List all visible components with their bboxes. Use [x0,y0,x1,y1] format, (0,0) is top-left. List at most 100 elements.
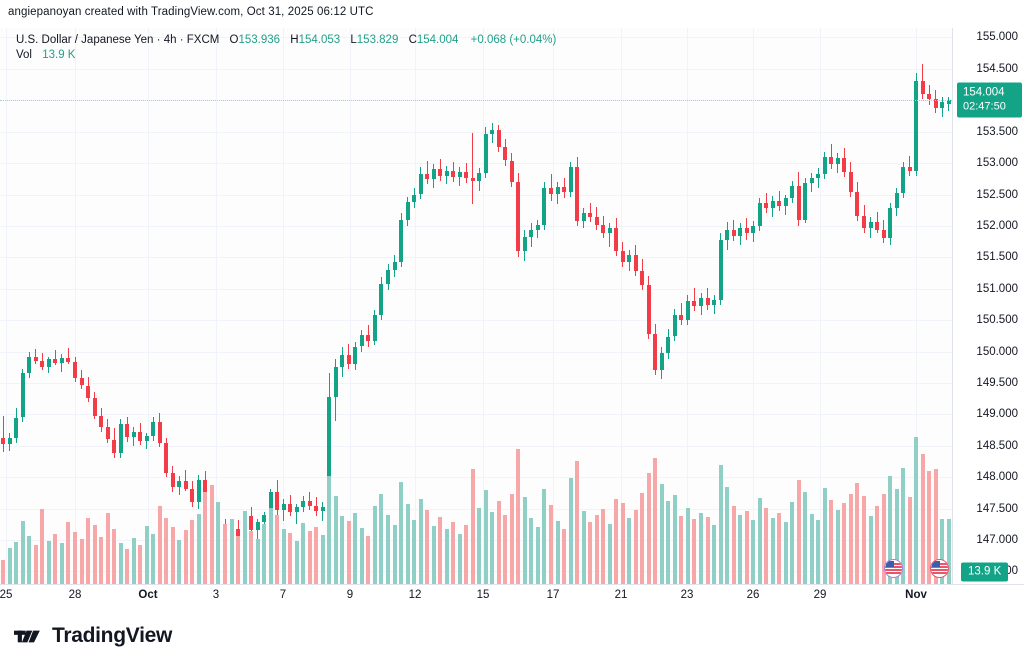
candle-body [698,297,703,307]
volume-bar [144,525,149,584]
legend-separator-2: · [179,34,184,46]
volume-bar [940,519,945,584]
volume-bar [372,506,377,584]
price-axis-tick: 149.500 [976,377,1018,389]
horizontal-gridline [0,68,952,70]
volume-bar [764,508,769,584]
candle-body [835,158,840,165]
candle-body [320,507,325,512]
volume-bar [738,514,743,584]
candle-body [333,366,338,397]
volume-bar [177,540,182,584]
vertical-gridline [753,28,754,584]
candle-body [281,503,286,510]
candle-body [7,438,12,445]
time-axis-tick: 25 [0,589,13,601]
volume-bar [203,492,208,584]
volume-bar [268,507,273,584]
candle-body [144,435,149,441]
tradingview-logo[interactable]: TradingView [14,624,172,648]
volume-bar [73,531,77,584]
volume-bar [320,534,325,584]
candle-body [301,501,306,508]
volume-bar [131,538,136,584]
candle-body [829,156,834,165]
candle-body [496,130,501,147]
candle-body [607,228,612,234]
candle-wick [146,433,148,450]
volume-bar [946,519,951,584]
volume-bar [59,543,64,584]
volume-bar [803,491,808,584]
candle-body [757,203,762,226]
candle-wick [61,354,63,372]
volume-bar [698,513,703,584]
legend-low-label: L [350,34,357,46]
time-axis-tick: 3 [212,589,220,601]
candle-wick [609,223,611,248]
volume-series [0,28,952,584]
candle-body [640,271,645,285]
candle-body [177,481,182,488]
legend-interval[interactable]: 4h [163,34,177,46]
volume-bar [359,527,364,584]
legend-symbol[interactable]: U.S. Dollar / Japanese Yen [16,34,154,46]
volume-bar [118,542,123,584]
candle-body [379,283,384,316]
candle-body [588,213,593,218]
candle-body [457,171,462,177]
volume-bar [405,503,410,584]
volume-bar [835,510,840,584]
horizontal-gridline [0,477,952,479]
volume-bar [705,516,710,584]
volume-bar [901,467,906,584]
price-axis-tick: 148.000 [976,471,1018,484]
legend-open-label: O [229,34,239,46]
volume-bar [379,493,384,584]
horizontal-gridline [0,383,952,384]
candle-wick [2,415,4,452]
bar-countdown: 02:47:50 [963,100,1006,113]
candle-body [79,377,84,386]
current-price-badge[interactable]: 154.004 02:47:50 [957,82,1022,118]
volume-badge[interactable]: 13.9 K [961,562,1009,582]
volume-bar [399,482,403,584]
volume-bar [412,520,416,584]
candle-body [790,185,795,199]
time-axis-tick: 12 [408,589,422,601]
us-flag-icon-event[interactable] [884,559,903,578]
current-price-value: 154.004 [963,86,1005,99]
candle-wick [830,144,832,170]
horizontal-gridline [0,351,952,353]
candle-body [151,421,156,436]
candle-body [1,438,6,445]
volume-bar [633,509,638,584]
candle-body [392,262,397,270]
volume-bar [933,469,938,584]
legend-close-value: 154.004 [416,34,459,46]
volume-bar [848,493,853,584]
price-axis[interactable]: 155.000154.500154.000153.500153.000152.5… [952,28,1024,584]
candle-body [914,81,919,171]
price-axis-tick: 153.500 [976,125,1018,138]
volume-bar [327,475,332,584]
candle-body [157,421,162,444]
time-axis[interactable]: 25 28 Oct 3 7 9 12 15 17 21 23 26 29 Nov [0,584,1024,610]
time-axis-tick: Oct [138,589,158,601]
volume-bar [875,505,879,584]
volume-bar [40,508,45,584]
time-axis-tick: 17 [546,589,560,601]
candle-body [183,481,188,489]
candle-body [842,158,847,172]
volume-bar [125,548,130,584]
chart-plot-area[interactable] [0,28,952,584]
volume-bar [66,521,71,584]
us-flag-icon-event-secondary[interactable] [930,559,949,578]
candle-body [490,130,495,135]
candle-body [868,222,873,229]
candle-body [555,186,560,195]
volume-bar [53,533,58,584]
volume-bar [783,522,788,584]
candle-body [99,415,103,427]
volume-bar [438,517,443,584]
